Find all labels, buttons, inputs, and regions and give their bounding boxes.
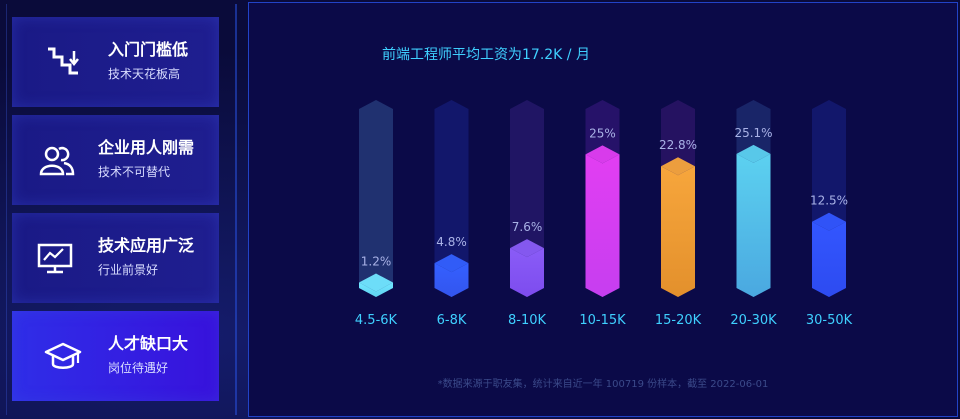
bar-group-5: 25.1% 20-30K — [730, 100, 777, 328]
bar-track — [434, 100, 469, 297]
bar-group-2: 7.6% 8-10K — [508, 100, 547, 328]
value-label: 1.2% — [361, 255, 392, 269]
value-label: 25% — [589, 126, 616, 140]
card-title: 企业用人刚需 — [98, 138, 195, 157]
card-subtitle: 岗位待遇好 — [108, 361, 169, 375]
bar-cap — [585, 145, 620, 164]
users-icon — [39, 146, 75, 176]
card-title: 人才缺口大 — [108, 334, 189, 353]
card-subtitle: 技术天花板高 — [108, 67, 181, 81]
value-label: 22.8% — [659, 138, 697, 152]
card-subtitle: 技术不可替代 — [98, 165, 171, 179]
category-label: 30-50K — [806, 313, 853, 328]
bar-group-1: 4.8% 6-8K — [434, 100, 469, 328]
salary-distribution-chart: 1.2% 4.5-6K 4.8% 6-8K 7.6% 8-10K 25% 10-15K 22.8… — [355, 100, 853, 328]
bar — [434, 263, 469, 297]
card-enterprise-demand[interactable]: 企业用人刚需 技术不可替代 — [12, 115, 219, 205]
sidebar-frame — [6, 4, 237, 415]
sidebar: 入门门槛低 技术天花板高 企业用人刚需 技术不可替代 技术应用广泛 行业前景好 — [0, 0, 240, 419]
bar-cap — [359, 273, 393, 292]
bar-group-0: 1.2% 4.5-6K — [355, 100, 398, 328]
category-label: 15-20K — [655, 313, 702, 328]
bar — [359, 282, 393, 297]
bar — [585, 154, 620, 297]
bar-cap — [510, 239, 544, 258]
stairs-down-icon — [48, 47, 79, 75]
bar — [661, 166, 695, 297]
bar-group-3: 25% 10-15K — [579, 100, 626, 328]
bar — [510, 248, 544, 297]
value-label: 25.1% — [734, 126, 772, 140]
category-label: 6-8K — [437, 313, 467, 328]
card-title: 入门门槛低 — [108, 40, 189, 59]
bar-cap — [736, 144, 771, 163]
bar-track — [359, 100, 393, 297]
card-talent-gap[interactable]: 人才缺口大 岗位待遇好 — [12, 311, 219, 401]
category-label: 10-15K — [579, 313, 626, 328]
chart-title: 前端工程师平均工资为17.2K / 月 — [382, 47, 590, 63]
card-subtitle: 行业前景好 — [98, 263, 159, 277]
bar-group-6: 12.5% 30-50K — [806, 100, 853, 328]
category-label: 4.5-6K — [355, 313, 398, 328]
graduation-cap-icon — [44, 342, 82, 369]
card-low-threshold[interactable]: 入门门槛低 技术天花板高 — [12, 17, 219, 107]
bar-cap — [434, 254, 469, 273]
bar-group-4: 22.8% 15-20K — [655, 100, 702, 328]
category-label: 8-10K — [508, 313, 547, 328]
value-label: 7.6% — [512, 220, 543, 234]
card-title: 技术应用广泛 — [98, 236, 195, 255]
data-source-footnote: *数据来源于职友集，统计来自近一年 100719 份样本，截至 2022-06-… — [437, 379, 769, 390]
bar — [812, 221, 846, 297]
value-label: 4.8% — [436, 235, 467, 249]
bar — [736, 153, 771, 297]
bar-cap — [812, 212, 846, 231]
card-wide-application[interactable]: 技术应用广泛 行业前景好 — [12, 213, 219, 303]
bar-cap — [661, 157, 695, 176]
monitor-chart-icon — [37, 243, 73, 274]
value-label: 12.5% — [810, 194, 848, 208]
category-label: 20-30K — [730, 313, 777, 328]
